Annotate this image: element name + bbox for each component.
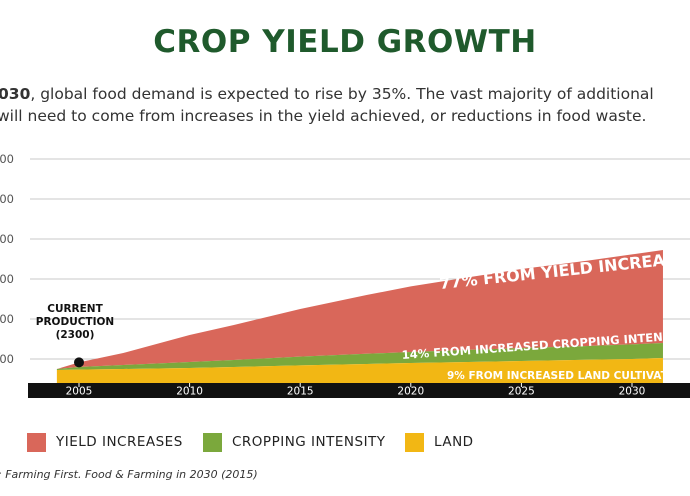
source-note: : Farming First. Food & Farming in 2030 … [0, 468, 258, 481]
legend-swatch-land [405, 432, 424, 452]
legend-label-cropping: CROPPING INTENSITY [232, 434, 386, 450]
x-tick-label: 2005 [66, 386, 93, 398]
series-area-yield [56, 250, 663, 369]
legend-item-cropping: CROPPING INTENSITY [203, 432, 386, 452]
subtitle-line-1: 030, global food demand is expected to r… [0, 85, 654, 103]
current-production-label: CURRENT PRODUCTION (2300) [36, 303, 114, 341]
legend-label-land: LAND [434, 434, 474, 450]
y-tick-label: 000 [0, 192, 14, 206]
legend-swatch-cropping [203, 432, 222, 452]
subtitle-line-2: will need to come from increases in the … [0, 107, 647, 125]
y-tick-label: 000 [0, 232, 14, 246]
y-tick-label: 000 [0, 312, 14, 326]
legend-swatch-yield [27, 432, 46, 452]
subtitle-year: 030 [0, 85, 31, 103]
chart-title: CROP YIELD GROWTH [153, 24, 537, 60]
y-tick-label: 000 [0, 272, 14, 286]
legend-item-land: LAND [405, 432, 474, 452]
series-area-land [56, 358, 663, 383]
y-tick-label: 000 [0, 152, 14, 166]
area-chart: 000 000 000 000 000 000 2005 2010 2015 2020 2025 20… [0, 152, 690, 398]
x-tick-label: 2030 [619, 386, 646, 398]
annotation-land: 9% FROM INCREASED LAND CULTIVATI [447, 370, 672, 382]
y-tick-label: 000 [0, 352, 14, 366]
series-area-cropping [56, 343, 663, 370]
legend-label-yield: YIELD INCREASES [56, 434, 183, 450]
x-tick-label: 2015 [287, 386, 314, 398]
x-axis-bar [28, 383, 690, 398]
legend-item-yield: YIELD INCREASES [27, 432, 183, 452]
x-tick-label: 2025 [508, 386, 535, 398]
current-production-point [74, 357, 84, 368]
subtitle-text-1: , global food demand is expected to rise… [30, 85, 654, 103]
x-tick-label: 2010 [176, 386, 203, 398]
x-tick-label: 2020 [397, 386, 424, 398]
